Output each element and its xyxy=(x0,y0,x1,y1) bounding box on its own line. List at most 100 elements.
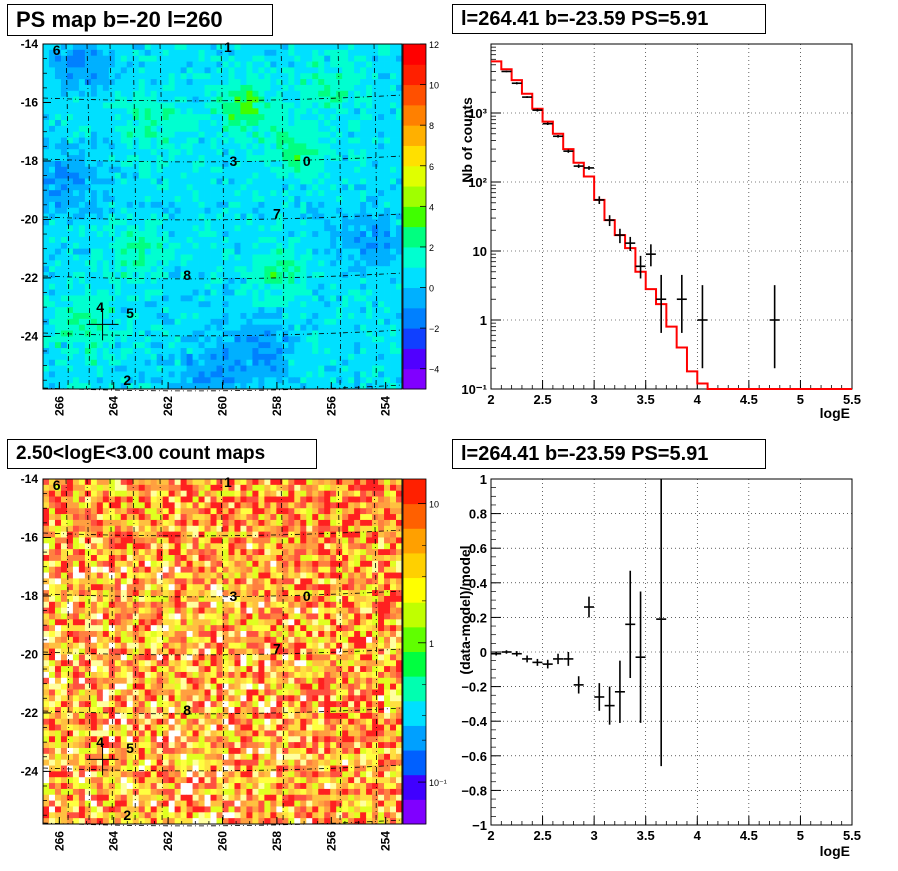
source-label-5: 5 xyxy=(126,305,134,321)
graticule-meridian xyxy=(280,43,285,390)
data-point xyxy=(676,274,687,333)
y-tick-label: 0.2 xyxy=(469,610,487,625)
source-label-6: 6 xyxy=(53,477,61,493)
y-tick-label: 10⁻¹ xyxy=(461,382,487,397)
x-tick-label: 5.5 xyxy=(843,392,861,407)
x-tick-label: 5 xyxy=(797,828,804,843)
residual-point xyxy=(614,660,625,723)
y-tick-label: -14 xyxy=(21,472,39,486)
residual-panel-grid xyxy=(490,478,853,826)
colorbar-tick-label: 10 xyxy=(429,500,439,510)
colorbar-tick-label: 2 xyxy=(429,243,434,253)
y-tick-label: 0.4 xyxy=(469,576,488,591)
graticule-meridian xyxy=(220,43,225,390)
x-tick-label: 4 xyxy=(694,392,702,407)
graticule-meridian xyxy=(109,43,114,390)
residual-point xyxy=(522,655,533,663)
spectrum-panel-xlabel: logE xyxy=(820,405,850,421)
data-point xyxy=(501,70,512,73)
residual-point xyxy=(573,676,584,694)
y-tick-label: 0.6 xyxy=(469,541,487,556)
data-point xyxy=(522,96,533,98)
y-tick-label: -18 xyxy=(21,154,39,168)
y-tick-label: -16 xyxy=(21,530,39,544)
colorbar-tick-label: 8 xyxy=(429,121,434,131)
source-label-3: 3 xyxy=(229,153,237,169)
y-tick-label: −0.4 xyxy=(461,714,487,729)
x-tick-label: 256 xyxy=(324,831,338,851)
model-step-line xyxy=(491,60,852,390)
data-point xyxy=(563,149,574,153)
spectrum-title: l=264.41 b=-23.59 PS=5.91 xyxy=(452,4,766,34)
graticule-meridian xyxy=(86,478,91,825)
source-label-0: 0 xyxy=(303,588,311,604)
source-label-6: 6 xyxy=(53,42,61,58)
x-tick-label: 3 xyxy=(591,828,598,843)
source-label-8: 8 xyxy=(183,702,191,718)
data-point xyxy=(625,236,636,251)
x-tick-label: 266 xyxy=(52,831,66,851)
count-map-colorbar: 10 1 10⁻¹ xyxy=(402,478,447,825)
y-tick-label: -20 xyxy=(21,212,39,226)
count-map: 266 264 262 260 258 256 254-14-16-18-20-22-240… xyxy=(21,472,447,851)
data-point xyxy=(635,255,646,279)
data-point xyxy=(614,228,625,244)
source-label-7: 7 xyxy=(273,641,281,657)
data-point xyxy=(511,82,522,85)
residual-point xyxy=(604,686,615,725)
residual-point xyxy=(501,650,512,654)
x-tick-label: 3.5 xyxy=(637,828,655,843)
graticule-meridian xyxy=(86,43,91,390)
residual-point xyxy=(625,570,636,678)
y-tick-label: 0.8 xyxy=(469,507,487,522)
y-tick-label: -24 xyxy=(21,329,39,343)
x-tick-label: 2.5 xyxy=(534,828,552,843)
residual-point xyxy=(583,596,594,618)
y-tick-label: −0.2 xyxy=(461,680,487,695)
source-label-3: 3 xyxy=(229,588,237,604)
spectrum-panel-grid xyxy=(490,44,853,390)
colorbar-tick-label: −2 xyxy=(429,324,439,334)
count-map-title: 2.50<logE<3.00 count maps xyxy=(7,439,317,469)
y-tick-label: 1 xyxy=(480,472,487,487)
x-tick-label: 3.5 xyxy=(637,392,655,407)
data-point xyxy=(542,122,553,126)
spectrum-ylabel: Nb of counts xyxy=(459,97,475,183)
x-tick-label: 256 xyxy=(324,396,338,416)
colorbar-tick-label: 10 xyxy=(429,81,439,91)
graticule-meridian xyxy=(220,478,225,825)
graticule-meridian xyxy=(373,478,378,825)
x-tick-label: 2 xyxy=(487,828,494,843)
y-tick-label: -14 xyxy=(21,37,39,51)
spectrum-panel-frame xyxy=(490,43,853,390)
x-tick-label: 262 xyxy=(161,831,175,851)
x-tick-label: 266 xyxy=(52,396,66,416)
x-tick-label: 254 xyxy=(379,831,393,851)
graticule-meridian xyxy=(280,478,285,825)
x-tick-label: 5.5 xyxy=(843,828,861,843)
ps-map-cells xyxy=(43,44,403,390)
residual-title: l=264.41 b=-23.59 PS=5.91 xyxy=(452,439,766,469)
y-tick-label: 0 xyxy=(480,645,487,660)
x-tick-label: 5 xyxy=(797,392,804,407)
graticule-meridian xyxy=(159,43,164,390)
x-tick-label: 3 xyxy=(591,392,598,407)
x-tick-label: 258 xyxy=(270,831,284,851)
residual-point xyxy=(491,652,502,656)
y-tick-label: -18 xyxy=(21,589,39,603)
data-point xyxy=(604,215,615,227)
x-tick-label: 260 xyxy=(216,396,230,416)
graticule-meridian xyxy=(132,43,137,390)
x-tick-label: 262 xyxy=(161,396,175,416)
count-map-grid xyxy=(42,478,403,827)
x-tick-label: 258 xyxy=(270,396,284,416)
y-tick-label: 10 xyxy=(473,244,487,259)
y-tick-label: -22 xyxy=(21,271,39,285)
residual-point xyxy=(542,659,553,669)
colorbar-tick-label: 1 xyxy=(429,639,434,649)
graticule-meridian xyxy=(159,478,164,825)
data-point xyxy=(594,196,605,204)
graticule-meridian xyxy=(65,43,70,390)
source-label-2: 2 xyxy=(123,807,131,823)
